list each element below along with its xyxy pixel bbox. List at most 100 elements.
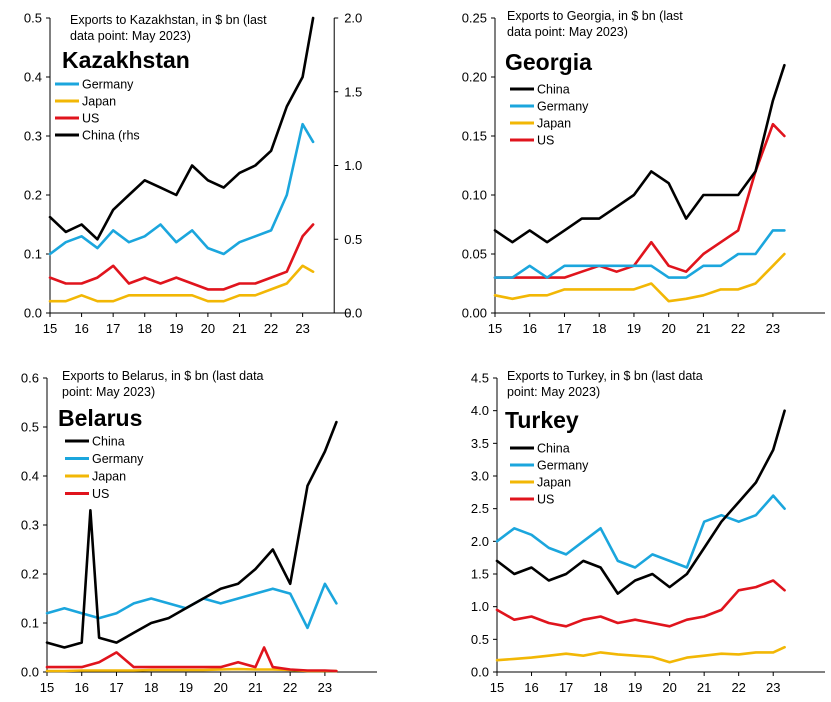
x-tick-label: 23 [766, 680, 780, 695]
series-line-us [45, 646, 338, 673]
legend-label: China [92, 435, 125, 449]
x-tick-label: 21 [697, 680, 711, 695]
x-tick-label: 16 [75, 680, 89, 695]
series-line-germany [48, 122, 315, 256]
y-tick-label: 0.3 [24, 129, 42, 144]
legend-label: Japan [537, 117, 571, 131]
x-tick-label: 15 [490, 680, 504, 695]
x-tick-label: 17 [109, 680, 123, 695]
series-line-japan [493, 252, 786, 303]
y-tick-label: 1.5 [471, 567, 489, 582]
x-tick-label: 20 [201, 321, 215, 336]
chart-subtitle: point: May 2023) [507, 385, 600, 399]
y-tick-label: 0.0 [471, 665, 489, 680]
country-title: Kazakhstan [62, 47, 190, 73]
legend-label: Germany [537, 100, 589, 114]
chart-subtitle: data point: May 2023) [70, 29, 191, 43]
y-tick-label: 0.2 [21, 567, 39, 582]
y-tick-label: 3.0 [471, 469, 489, 484]
legend-label: Germany [82, 78, 134, 92]
series-line-japan [48, 264, 315, 303]
y-tick-label: 0.4 [21, 469, 39, 484]
y-tick-label: 0.2 [24, 188, 42, 203]
chart-subtitle: Exports to Belarus, in $ bn (last data [62, 369, 264, 383]
chart-subtitle: Exports to Georgia, in $ bn (last [507, 9, 683, 23]
y2-tick-label: 1.5 [344, 84, 362, 99]
x-tick-label: 22 [283, 680, 297, 695]
series-line-china [493, 63, 786, 244]
x-tick-label: 17 [557, 321, 571, 336]
legend-label: China [537, 442, 570, 456]
x-tick-label: 20 [661, 321, 675, 336]
y-tick-label: 1.0 [471, 599, 489, 614]
y-tick-label: 0.20 [462, 70, 487, 85]
legend-label: US [537, 134, 554, 148]
chart-belarus: 0.0 0.1 0.2 0.3 0.4 0.5 0.6 15 16 17 18 19 20 21 22 23 E… [21, 369, 377, 695]
x-tick-label: 18 [138, 321, 152, 336]
series-line-china [48, 16, 315, 241]
x-tick-label: 20 [213, 680, 227, 695]
x-tick-label: 18 [593, 680, 607, 695]
y-tick-label: 0.05 [462, 247, 487, 262]
x-tick-label: 18 [592, 321, 606, 336]
x-tick-label: 23 [766, 321, 780, 336]
legend-label: Japan [92, 470, 126, 484]
y-tick-label: 0.5 [471, 632, 489, 647]
x-tick-label: 20 [662, 680, 676, 695]
y-tick-label: 0.5 [21, 420, 39, 435]
x-tick-label: 21 [696, 321, 710, 336]
y2-tick-label: 0.0 [344, 306, 362, 321]
x-tick-label: 23 [295, 321, 309, 336]
y-tick-label: 3.5 [471, 436, 489, 451]
legend-label: China (rhs [82, 129, 140, 143]
chart-georgia: 0.00 0.05 0.10 0.15 0.20 0.25 15 16 17 18 19 20 21 22… [462, 9, 825, 336]
x-tick-label: 16 [524, 680, 538, 695]
y-tick-label: 0.0 [24, 306, 42, 321]
y-tick-label: 0.00 [462, 306, 487, 321]
x-tick-label: 16 [74, 321, 88, 336]
country-title: Georgia [505, 49, 592, 75]
y-tick-label: 0.3 [21, 518, 39, 533]
x-tick-label: 22 [731, 680, 745, 695]
legend-label: US [82, 112, 99, 126]
chart-subtitle: Exports to Kazakhstan, in $ bn (last [70, 13, 267, 27]
chart-turkey: 0.0 0.5 1.0 1.5 2.0 2.5 3.0 3.5 4.0 4.5 15 16 17 18 19… [471, 369, 825, 695]
legend-label: Japan [537, 476, 571, 490]
x-tick-label: 19 [628, 680, 642, 695]
chart-subtitle: Exports to Turkey, in $ bn (last data [507, 369, 703, 383]
series-line-us [495, 579, 786, 628]
x-tick-label: 22 [264, 321, 278, 336]
series-line-china [495, 409, 786, 595]
country-title: Turkey [505, 407, 579, 433]
series-line-us [48, 223, 315, 291]
x-tick-label: 22 [731, 321, 745, 336]
y-tick-label: 0.10 [462, 188, 487, 203]
y-tick-label: 4.5 [471, 371, 489, 386]
series-line-japan [495, 645, 786, 664]
legend-label: Germany [537, 459, 589, 473]
x-tick-label: 15 [43, 321, 57, 336]
legend-label: China [537, 83, 570, 97]
y-tick-label: 0.15 [462, 129, 487, 144]
series-line-china [45, 420, 338, 649]
legend-label: US [537, 493, 554, 507]
x-tick-label: 19 [179, 680, 193, 695]
y-tick-label: 4.0 [471, 403, 489, 418]
legend-label: Germany [92, 452, 144, 466]
x-tick-label: 23 [318, 680, 332, 695]
x-tick-label: 19 [169, 321, 183, 336]
chart-kazakhstan: 0.0 0.1 0.2 0.3 0.4 0.5 0.0 0.5 1.0 1.5 2.0 15 16 17 1… [24, 11, 362, 337]
y-tick-label: 0.4 [24, 70, 42, 85]
x-tick-label: 21 [232, 321, 246, 336]
x-tick-label: 19 [627, 321, 641, 336]
y-tick-label: 2.0 [471, 534, 489, 549]
series-line-us [493, 122, 786, 279]
chart-subtitle: point: May 2023) [62, 385, 155, 399]
x-tick-label: 16 [523, 321, 537, 336]
y2-tick-label: 2.0 [344, 11, 362, 26]
series-line-germany [495, 494, 786, 569]
x-tick-label: 15 [488, 321, 502, 336]
y2-tick-label: 0.5 [344, 232, 362, 247]
chart-subtitle: data point: May 2023) [507, 25, 628, 39]
y-tick-label: 0.1 [24, 247, 42, 262]
